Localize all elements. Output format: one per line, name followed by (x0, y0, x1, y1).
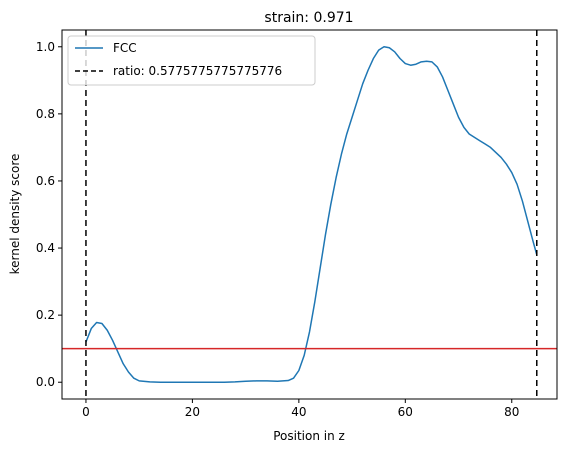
legend: FCC ratio: 0.5775775775775776 (67, 35, 316, 86)
legend-label-ratio: ratio: 0.5775775775775776 (113, 64, 282, 78)
x-tick-label: 60 (398, 405, 413, 419)
x-tick-label: 80 (504, 405, 519, 419)
legend-box (67, 35, 316, 86)
y-tick-label: 0.2 (36, 308, 55, 322)
x-tick-label: 40 (291, 405, 306, 419)
plot-area (62, 30, 557, 399)
series-line-fcc (85, 46, 538, 383)
x-axis: 0 20 40 60 80 (82, 399, 519, 419)
x-tick-label: 20 (185, 405, 200, 419)
x-tick-label: 0 (82, 405, 90, 419)
y-axis: 0.0 0.2 0.4 0.6 0.8 1.0 (36, 40, 62, 389)
y-tick-label: 0.0 (36, 375, 55, 389)
x-axis-label: Position in z (273, 429, 345, 443)
chart-title: strain: 0.971 (264, 10, 353, 26)
y-axis-label: kernel density score (8, 154, 22, 275)
y-tick-label: 0.4 (36, 241, 55, 255)
plot-frame (61, 29, 558, 400)
y-tick-label: 1.0 (36, 40, 55, 54)
y-tick-label: 0.6 (36, 174, 55, 188)
legend-label-fcc: FCC (113, 41, 137, 55)
y-tick-label: 0.8 (36, 107, 55, 121)
